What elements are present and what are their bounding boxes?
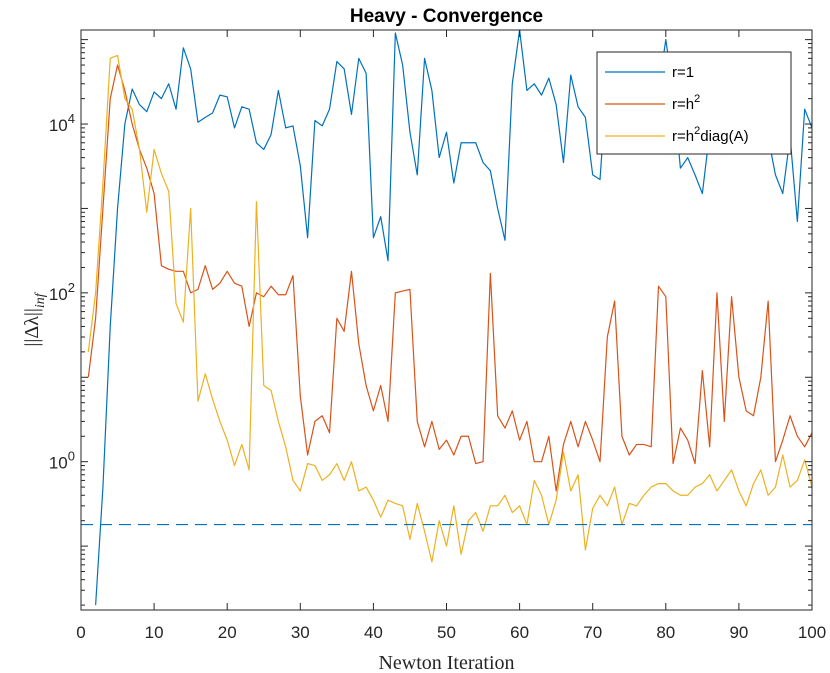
x-axis-label: Newton Iteration <box>378 652 514 673</box>
series-line-2 <box>87 64 812 492</box>
legend: r=1 r=h2 r=h2diag(A) <box>596 51 792 155</box>
x-tick-label: 70 <box>583 623 602 642</box>
y-axis: 100 102 104 <box>49 39 812 606</box>
legend-box <box>596 51 792 155</box>
x-axis: 0 10 20 30 40 50 60 70 80 90 100 <box>76 30 826 642</box>
chart-title: Heavy - Convergence <box>350 6 543 27</box>
legend-label-2: r=h2 <box>672 93 700 113</box>
y-axis-label-text: ||Δλ||inf <box>21 291 48 346</box>
y-axis-label: ||Δλ||inf <box>21 291 48 346</box>
series-line-3 <box>87 54 812 563</box>
y-tick-label: 102 <box>49 280 75 304</box>
y-axis-label-subscript: inf <box>33 291 48 308</box>
x-tick-label: 10 <box>145 623 164 642</box>
x-tick-label: 90 <box>729 623 748 642</box>
x-tick-label: 20 <box>218 623 237 642</box>
x-tick-label: 30 <box>291 623 310 642</box>
y-tick-label: 104 <box>49 111 75 135</box>
x-tick-label: 50 <box>437 623 456 642</box>
data-lines <box>87 30 812 606</box>
series-line-1 <box>95 30 812 606</box>
y-tick-label: 100 <box>49 449 75 473</box>
x-tick-label: 100 <box>798 623 826 642</box>
legend-label-3: r=h2diag(A) <box>672 125 749 145</box>
x-tick-label: 40 <box>364 623 383 642</box>
y-axis-label-main: ||Δλ|| <box>21 308 43 347</box>
x-tick-label: 0 <box>76 623 85 642</box>
x-tick-label: 60 <box>510 623 529 642</box>
legend-label-1: r=1 <box>672 64 694 81</box>
x-tick-label: 80 <box>656 623 675 642</box>
